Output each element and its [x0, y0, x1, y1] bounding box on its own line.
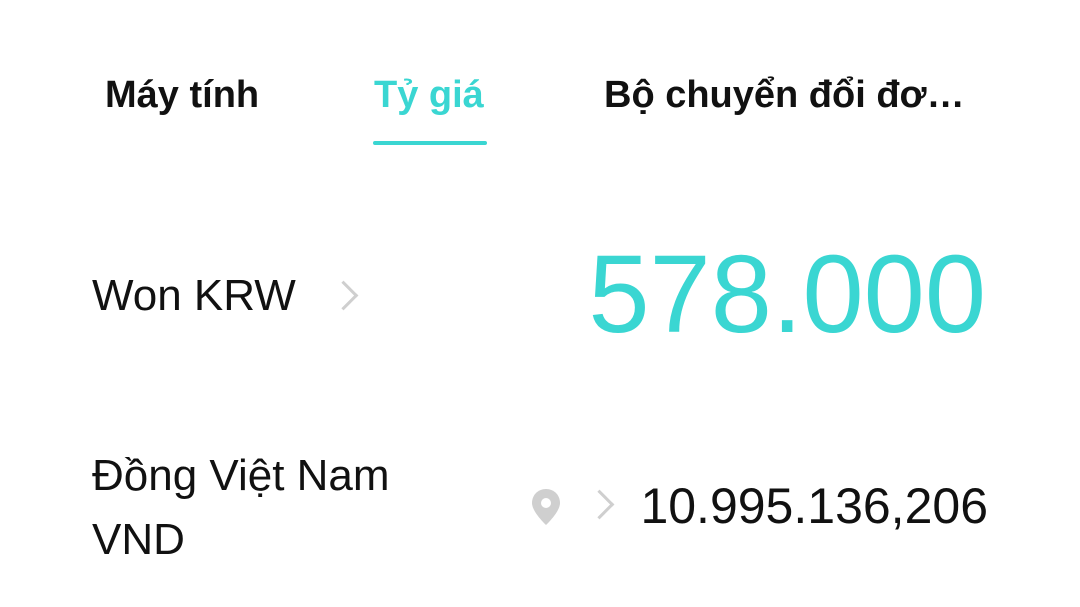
source-amount[interactable]: 578.000 — [588, 233, 986, 356]
tab-exchange-rate[interactable]: Tỷ giá — [374, 74, 484, 116]
chevron-right-icon[interactable] — [328, 280, 359, 311]
tab-calculator[interactable]: Máy tính — [105, 74, 260, 116]
target-currency-selector[interactable]: Đồng Việt Nam VND — [92, 451, 390, 564]
converted-amount: 10.995.136,206 — [640, 478, 988, 534]
location-pin-icon[interactable] — [530, 488, 562, 526]
source-currency-selector[interactable]: Won KRW — [92, 271, 296, 320]
chevron-right-icon[interactable] — [584, 489, 615, 520]
active-tab-indicator — [373, 141, 487, 145]
tab-unit-converter[interactable]: Bộ chuyển đổi đơ… — [604, 74, 965, 116]
